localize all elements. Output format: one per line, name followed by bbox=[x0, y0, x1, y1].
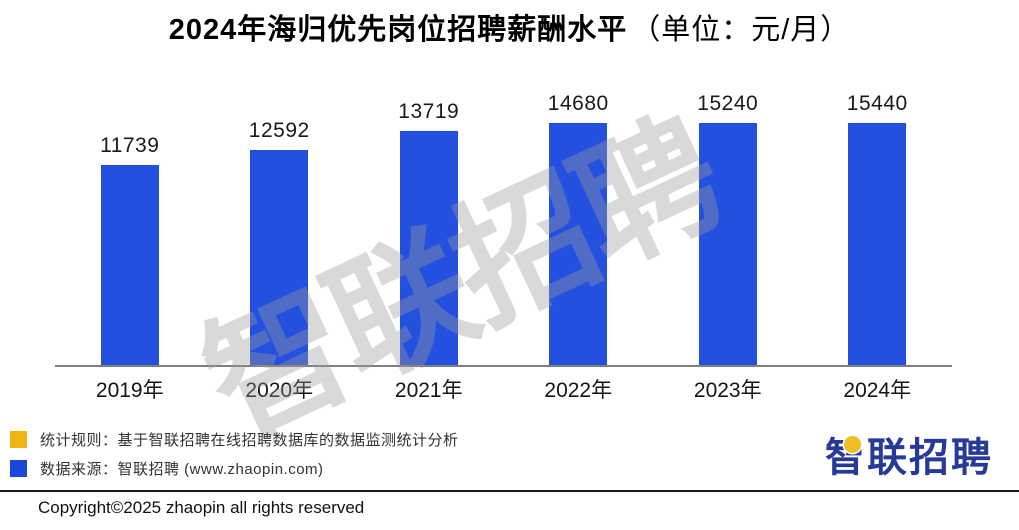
legend-label: 数据来源：智联招聘 (www.zhaopin.com) bbox=[40, 461, 324, 478]
chart-title-main: 2024年海归优先岗位招聘薪酬水平 bbox=[168, 14, 628, 46]
bar-2020年 bbox=[250, 150, 309, 365]
legend-row: 数据来源：智联招聘 (www.zhaopin.com) bbox=[10, 458, 459, 479]
x-axis-label: 2024年 bbox=[843, 379, 912, 402]
bar-column: 12592 bbox=[205, 92, 355, 365]
plot-area: 11739 12592 13719 14680 15240 15440 bbox=[55, 92, 952, 367]
bar-column: 15240 bbox=[653, 92, 803, 365]
bar-2021年 bbox=[399, 131, 458, 365]
legend-swatch-icon bbox=[10, 460, 27, 477]
bar-value-label: 15240 bbox=[697, 92, 759, 115]
bar-2023年 bbox=[698, 123, 757, 365]
x-axis-labels: 2019年 2020年 2021年 2022年 2023年 2024年 bbox=[55, 374, 952, 404]
bar-column: 13719 bbox=[354, 92, 504, 365]
legend: 统计规则：基于智联招聘在线招聘数据库的数据监测统计分析 数据来源：智联招聘 (ww… bbox=[10, 429, 459, 479]
bar-2022年 bbox=[549, 123, 608, 365]
legend-label: 统计规则：基于智联招聘在线招聘数据库的数据监测统计分析 bbox=[40, 432, 459, 449]
x-axis-label: 2022年 bbox=[544, 379, 613, 402]
footer-divider bbox=[0, 490, 1019, 492]
x-axis-label: 2023年 bbox=[693, 379, 762, 402]
bar-value-label: 13719 bbox=[398, 100, 460, 123]
logo-bulb-icon bbox=[844, 436, 861, 453]
zhaopin-logo: 智联招聘 bbox=[825, 436, 993, 486]
bar-column: 15440 bbox=[803, 92, 953, 365]
bar-value-label: 12592 bbox=[248, 119, 310, 142]
chart-title-unit: （单位：元/月） bbox=[631, 14, 851, 46]
copyright-text: Copyright©2025 zhaopin all rights reserv… bbox=[38, 498, 365, 517]
bar-value-label: 15440 bbox=[846, 92, 908, 115]
legend-swatch-icon bbox=[10, 431, 27, 448]
chart-title: 2024年海归优先岗位招聘薪酬水平 （单位：元/月） bbox=[0, 12, 1019, 50]
legend-row: 统计规则：基于智联招聘在线招聘数据库的数据监测统计分析 bbox=[10, 429, 459, 450]
bar-column: 11739 bbox=[55, 92, 205, 365]
x-axis-label: 2020年 bbox=[245, 379, 314, 402]
x-axis-label: 2021年 bbox=[394, 379, 463, 402]
bar-2024年 bbox=[848, 123, 907, 365]
bar-column: 14680 bbox=[504, 92, 654, 365]
bar-2019年 bbox=[100, 165, 159, 365]
x-axis-label: 2019年 bbox=[95, 379, 164, 402]
bar-value-label: 11739 bbox=[100, 134, 160, 157]
bar-value-label: 14680 bbox=[547, 92, 609, 115]
